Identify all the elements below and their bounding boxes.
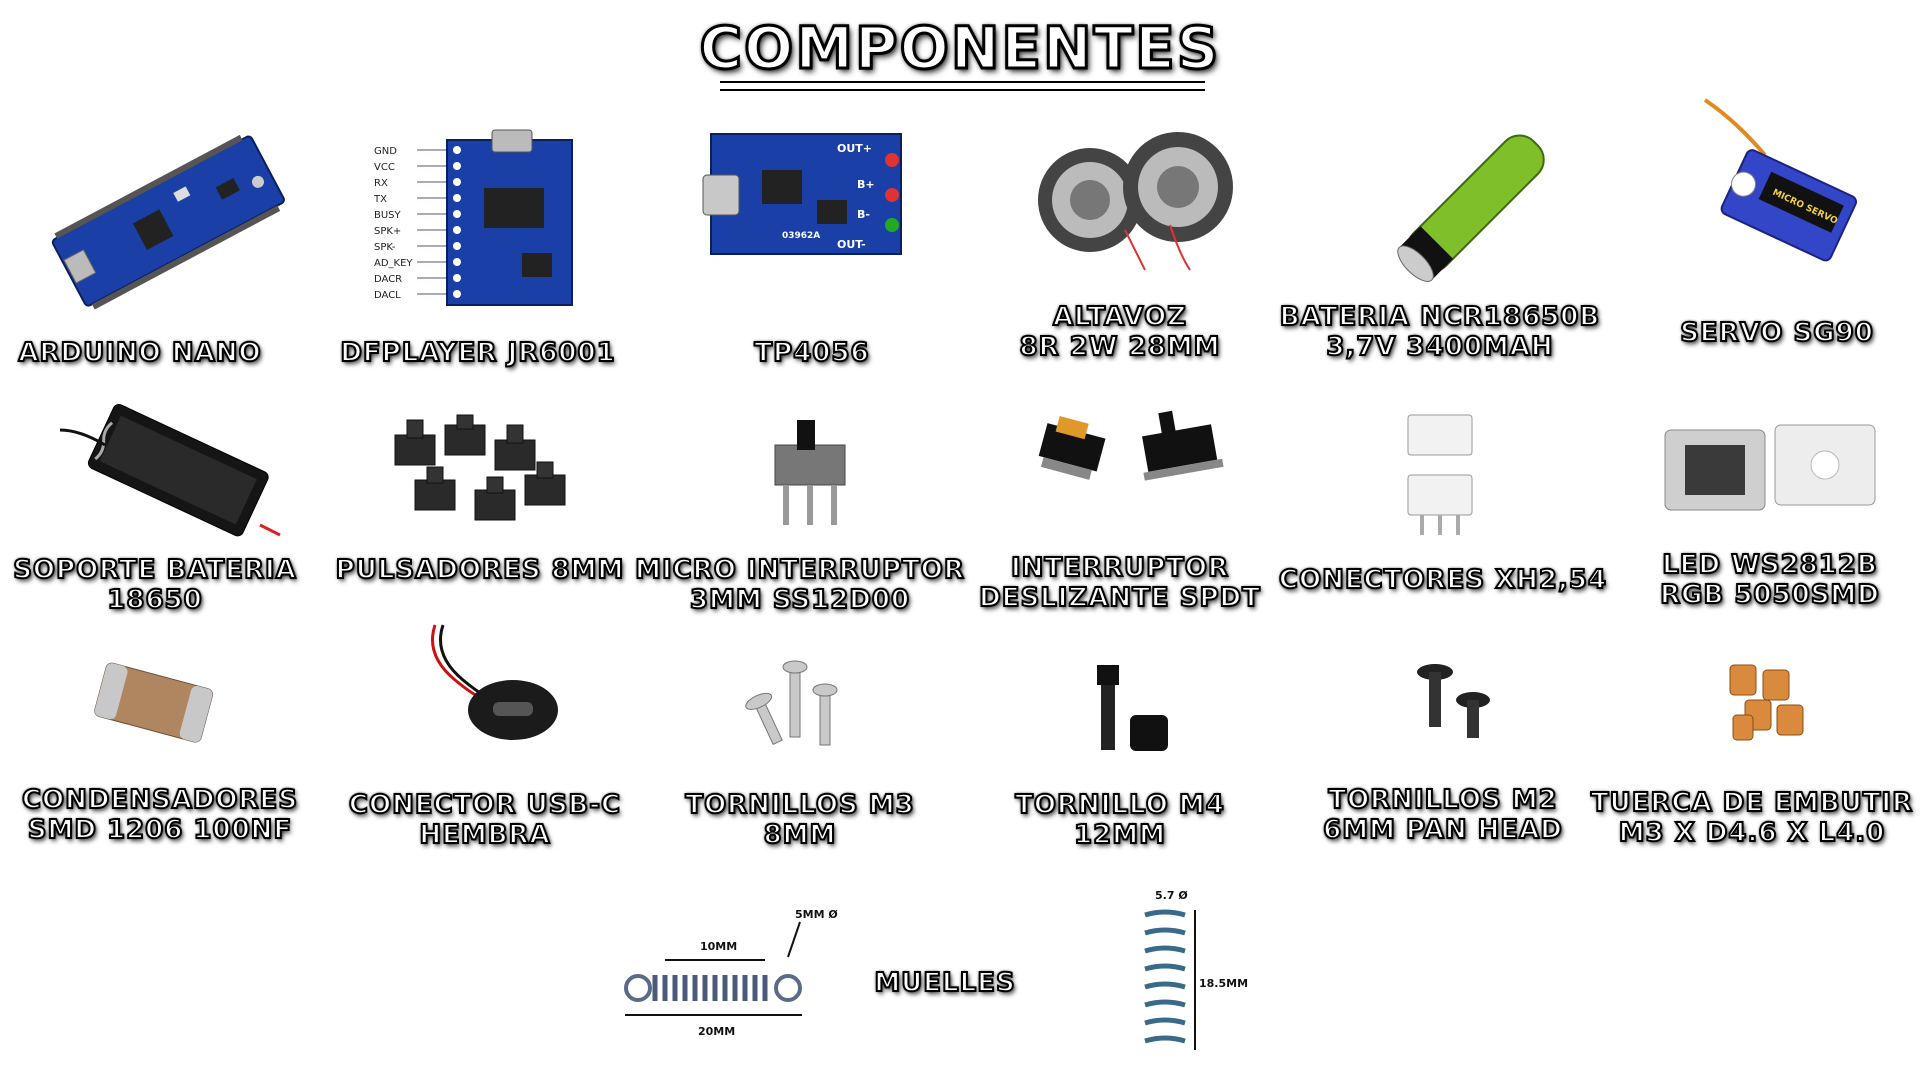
m2-screws-image (1417, 664, 1490, 738)
springs-label: MUELLES (873, 967, 1016, 999)
component-label-led-ws2812b: LED WS2812B RGB 5050SMD (1659, 549, 1880, 611)
component-label-push-buttons: PULSADORES 8MM (335, 554, 625, 586)
dfplayer-pin-label: VCC (374, 162, 395, 173)
component-label-slide-switch: INTERRUPTOR DESLIZANTE SPDT (978, 552, 1261, 614)
push-buttons-image (394, 414, 566, 521)
xh-connectors-image (1407, 414, 1473, 535)
dfplayer-pin-label: AD_KEY (374, 258, 413, 269)
speaker-image (1038, 132, 1233, 271)
component-label-dfplayer: DFPLAYER JR6001 (339, 337, 616, 369)
battery-holder-image (59, 403, 281, 537)
tp4056-out-minus-label: OUT- (837, 238, 866, 251)
dfplayer-pin-label: RX (374, 178, 388, 189)
micro-switch-image (774, 420, 846, 525)
component-label-usb-c: CONECTOR USB-C HEMBRA (348, 789, 622, 851)
component-label-capacitor: CONDENSADORES SMD 1206 100NF (21, 784, 299, 846)
component-label-m4-screw: TORNILLO M4 12MM (1014, 789, 1225, 851)
tp4056-b-plus-label: B+ (857, 178, 875, 191)
spring-total-length-label: 20MM (698, 1025, 735, 1038)
spring-body-length-label: 10MM (700, 940, 737, 953)
component-label-battery: BATERIA NCR18650B 3,7V 3400MAH (1279, 301, 1601, 363)
component-label-arduino-nano: ARDUINO NANO (17, 337, 262, 369)
component-label-tp4056: TP4056 (753, 337, 870, 369)
led-ws2812b-image (1664, 424, 1876, 511)
component-label-m2-screws: TORNILLOS M2 6MM PAN HEAD (1322, 784, 1563, 846)
spring-height-label: 18.5MM (1199, 977, 1248, 990)
insert-nut-image (1729, 664, 1804, 741)
dfplayer-pin-label: GND (374, 146, 397, 157)
tp4056-b-minus-label: B- (857, 208, 870, 221)
dfplayer-pin-label: TX (373, 194, 387, 205)
usb-c-connector-image (431, 624, 558, 740)
arduino-nano-image (51, 134, 285, 310)
tp4056-image: OUT+ B+ B- OUT- 03962A (702, 133, 902, 255)
servo-image: MICRO SERVO (1703, 98, 1858, 262)
m4-screw-image (1097, 665, 1168, 751)
m3-screws-image (745, 660, 838, 746)
page-title: COMPONENTES (698, 13, 1221, 84)
spring-diameter-label-2: 5.7 Ø (1155, 889, 1188, 902)
battery-image (1397, 134, 1545, 282)
title-underline (720, 81, 1205, 91)
dfplayer-pin-label: SPK- (374, 242, 396, 253)
tp4056-out-plus-label: OUT+ (837, 142, 872, 155)
slide-switch-image (1038, 410, 1224, 481)
extension-spring-image: 5MM Ø 10MM 20MM (624, 908, 838, 1038)
dfplayer-pin-label: DACR (374, 274, 402, 285)
dfplayer-pin-label: BUSY (374, 210, 402, 221)
component-label-battery-holder: SOPORTE BATERIA 18650 (12, 554, 297, 616)
spring-diameter-label: 5MM Ø (795, 908, 838, 921)
dfplayer-pin-label: DACL (374, 290, 401, 301)
dfplayer-pin-label: SPK+ (374, 226, 401, 237)
component-label-servo: SERVO SG90 (1679, 317, 1874, 349)
component-label-m3-screws: TORNILLOS M3 8MM (684, 789, 915, 851)
tp4056-chip-label: 03962A (782, 231, 820, 241)
component-label-xh-connectors: CONECTORES XH2,54 (1278, 564, 1608, 596)
component-label-micro-switch: MICRO INTERRUPTOR 3MM SS12D00 (634, 554, 965, 616)
compression-spring-image: 5.7 Ø 18.5MM (1144, 889, 1248, 1050)
component-label-insert-nut: TUERCA DE EMBUTIR M3 X D4.6 X L4.0 (1590, 787, 1914, 849)
component-label-speaker: ALTAVOZ 8R 2W 28MM (1019, 301, 1221, 363)
dfplayer-image: GND VCC RX TX BUSY SPK+ SPK- AD_KEY DACR… (373, 129, 573, 306)
smd-capacitor-image (94, 662, 214, 743)
